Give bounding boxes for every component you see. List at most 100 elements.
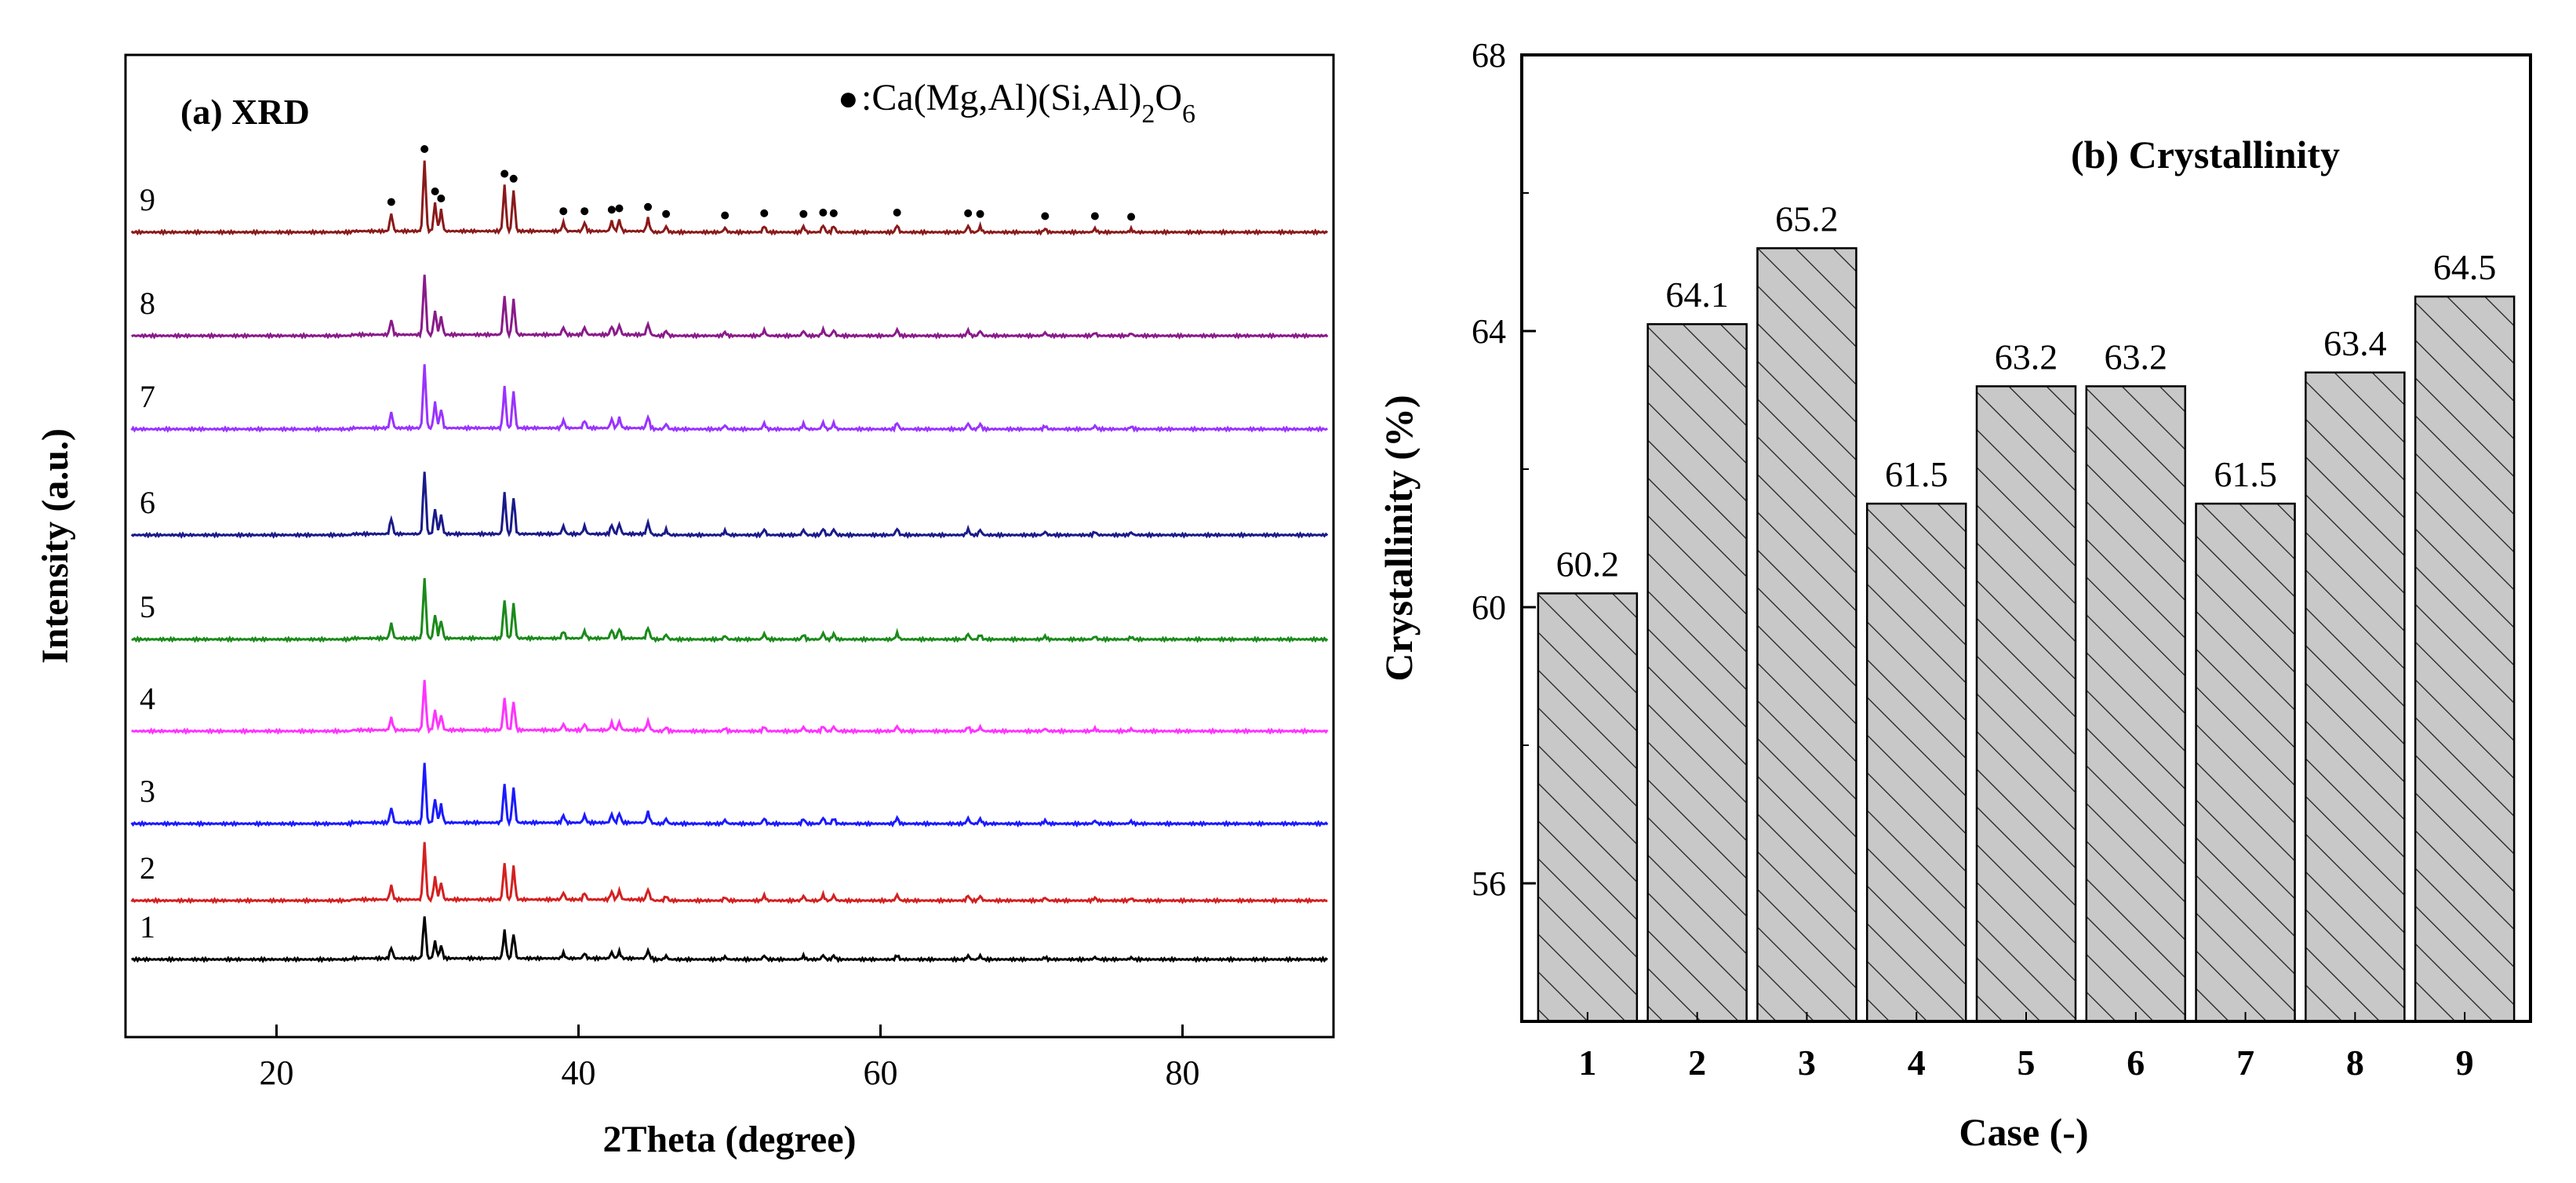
bar-value-label: 63.4 [2323,323,2387,363]
bar-case-6 [2085,385,2187,1023]
bar-y-tick-label: 56 [1472,864,1506,903]
xrd-peak-marker [420,145,429,153]
xrd-peak-marker [799,209,808,218]
bar-case-2 [1646,322,1748,1023]
bar-plot-frame [1520,53,2532,1023]
xrd-series-9-line [130,160,1329,236]
xrd-peak-marker [760,209,769,217]
xrd-series-7-line [130,364,1328,433]
xrd-series-8-line [131,275,1329,340]
xrd-x-tick-label: 20 [260,1054,294,1092]
legend-marker-symbol: ● [838,79,859,118]
xrd-peak-marker [721,211,730,220]
xrd-series-4-line [131,679,1329,735]
bar-case-8 [2305,371,2406,1023]
bar-x-tick-label: 5 [2018,1043,2036,1083]
xrd-series-5-line [131,577,1329,643]
xrd-peak-marker [437,195,446,202]
bar-y-tick-label: 64 [1472,312,1506,351]
xrd-series-group: 1 2 3 4 5 6 7 8 9 [130,160,1329,964]
bar-title: (b) Crystallinity [2071,133,2340,177]
bar-value-label: 61.5 [1885,454,1948,494]
bar-y-tick-label: 60 [1472,588,1506,627]
bar-value-label: 63.2 [2105,337,2168,377]
bar-x-tick-label: 7 [2236,1043,2254,1083]
bar-x-tick-label: 8 [2346,1043,2364,1083]
xrd-x-tick-label: 60 [864,1054,898,1092]
bar-x-tick-label: 1 [1578,1043,1596,1083]
bar-x-axis-title: Case (-) [1959,1110,2088,1154]
bar-x-tick-label: 2 [1688,1043,1706,1083]
xrd-plot-frame [124,53,1335,1039]
xrd-peak-marker [509,174,518,183]
bar-case-1 [1537,592,1639,1023]
xrd-series-2-line [130,842,1328,905]
bar-case-4 [1865,502,1967,1023]
bar-y-ticks: 56 60 64 68 [1472,36,1536,1022]
xrd-series-3-label: 3 [140,774,155,809]
xrd-peak-marker [1090,212,1099,220]
xrd-peak-marker [819,209,828,217]
xrd-peak-marker [662,209,671,218]
xrd-series-7-label: 7 [140,379,155,414]
xrd-series-8-label: 8 [140,286,155,321]
bar-value-label: 63.2 [1995,337,2058,377]
xrd-series-5-label: 5 [140,589,155,624]
xrd-chart: 20 40 60 80 1 2 3 4 5 6 7 8 9 (a) XRD ● :Ca(Mg,Al)(… [35,53,1335,1160]
bar-case-5 [1975,385,2077,1023]
xrd-peak-marker [559,207,568,216]
xrd-legend: ● :Ca(Mg,Al)(Si,Al)2O6 [838,77,1195,129]
xrd-series-3-line [130,763,1329,828]
xrd-x-tick-label: 40 [562,1054,596,1092]
xrd-x-axis-title: 2Theta (degree) [602,1119,856,1160]
bar-x-tick-label: 9 [2456,1043,2474,1083]
bar-series [1537,247,2516,1023]
xrd-peak-marker [1041,212,1050,220]
xrd-peak-marker [500,169,509,178]
legend-label-prefix: :Ca(Mg,Al)(Si,Al) [861,77,1141,118]
bar-value-label: 64.5 [2433,247,2497,287]
xrd-peak-marker [431,187,439,195]
xrd-x-ticks: 20 40 60 80 [260,1025,1200,1092]
xrd-peak-marker [964,209,973,217]
xrd-peak-marker [580,207,589,216]
bar-y-tick-label: 68 [1472,36,1506,75]
bar-x-tick-label: 6 [2127,1043,2145,1083]
bar-x-ticks: 1 2 3 4 5 6 7 8 9 [1578,1012,2474,1083]
bar-x-tick-label: 3 [1798,1043,1816,1083]
bar-value-label: 64.1 [1665,275,1729,315]
bar-x-tick-label: 4 [1908,1043,1926,1083]
xrd-peak-marker [893,209,901,217]
xrd-peak-marker [976,209,984,218]
legend-sub-1: 2 [1141,100,1155,129]
xrd-series-9-label: 9 [140,182,155,217]
bar-value-label: 60.2 [1556,544,1620,584]
xrd-series-6-label: 6 [140,485,155,520]
xrd-peak-markers [387,145,1136,221]
bar-value-label: 65.2 [1775,198,1839,238]
xrd-peak-marker [1127,213,1136,221]
legend-label: :Ca(Mg,Al)(Si,Al)2O6 [861,77,1195,129]
bar-value-label: 61.5 [2214,454,2277,494]
xrd-peak-marker [644,202,653,211]
bar-y-axis-title: Crystallinity (%) [1377,395,1421,681]
xrd-x-tick-label: 80 [1166,1054,1200,1092]
xrd-series-1-label: 1 [140,909,155,945]
bar-case-9 [2414,295,2516,1023]
legend-sub-2: 6 [1182,100,1195,129]
xrd-series-6-line [130,471,1329,539]
bar-case-3 [1756,247,1857,1023]
xrd-peak-marker [615,204,624,213]
xrd-series-4-label: 4 [140,681,155,716]
xrd-title: (a) XRD [180,92,310,132]
xrd-y-axis-title: Intensity (a.u.) [35,428,76,664]
xrd-peak-marker [829,209,838,217]
legend-label-mid: O [1155,77,1182,118]
xrd-series-2-label: 2 [140,850,155,886]
xrd-series-1-line [131,916,1329,964]
xrd-peak-marker [387,198,395,206]
bar-value-labels: 60.2 64.1 65.2 61.5 63.2 63.2 61.5 63.4 64.5 [1556,198,2497,584]
xrd-peak-marker [607,206,616,214]
